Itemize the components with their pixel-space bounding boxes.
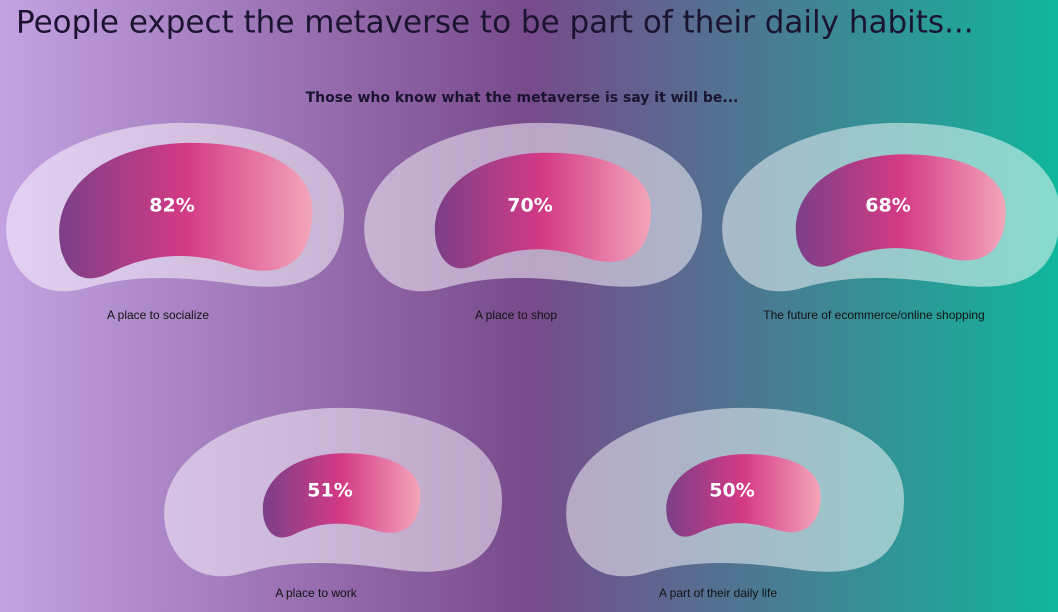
blob xyxy=(262,453,421,538)
blob xyxy=(59,142,313,279)
category-label: A place to socialize xyxy=(107,308,209,322)
category-label: A part of their daily life xyxy=(659,586,777,600)
blob xyxy=(434,152,652,269)
value-label: 82% xyxy=(149,195,194,217)
category-label: A place to shop xyxy=(475,308,557,322)
category-label: The future of ecommerce/online shopping xyxy=(763,308,984,322)
blob xyxy=(666,454,821,537)
value-label: 51% xyxy=(307,480,352,502)
category-label: A place to work xyxy=(275,586,357,600)
value-label: 68% xyxy=(865,195,910,217)
chart-title: People expect the metaverse to be part o… xyxy=(16,5,974,41)
value-label: 50% xyxy=(709,480,754,502)
value-label: 70% xyxy=(507,195,552,217)
chart-subtitle: Those who know what the metaverse is say… xyxy=(306,90,739,106)
blob xyxy=(795,154,1006,267)
